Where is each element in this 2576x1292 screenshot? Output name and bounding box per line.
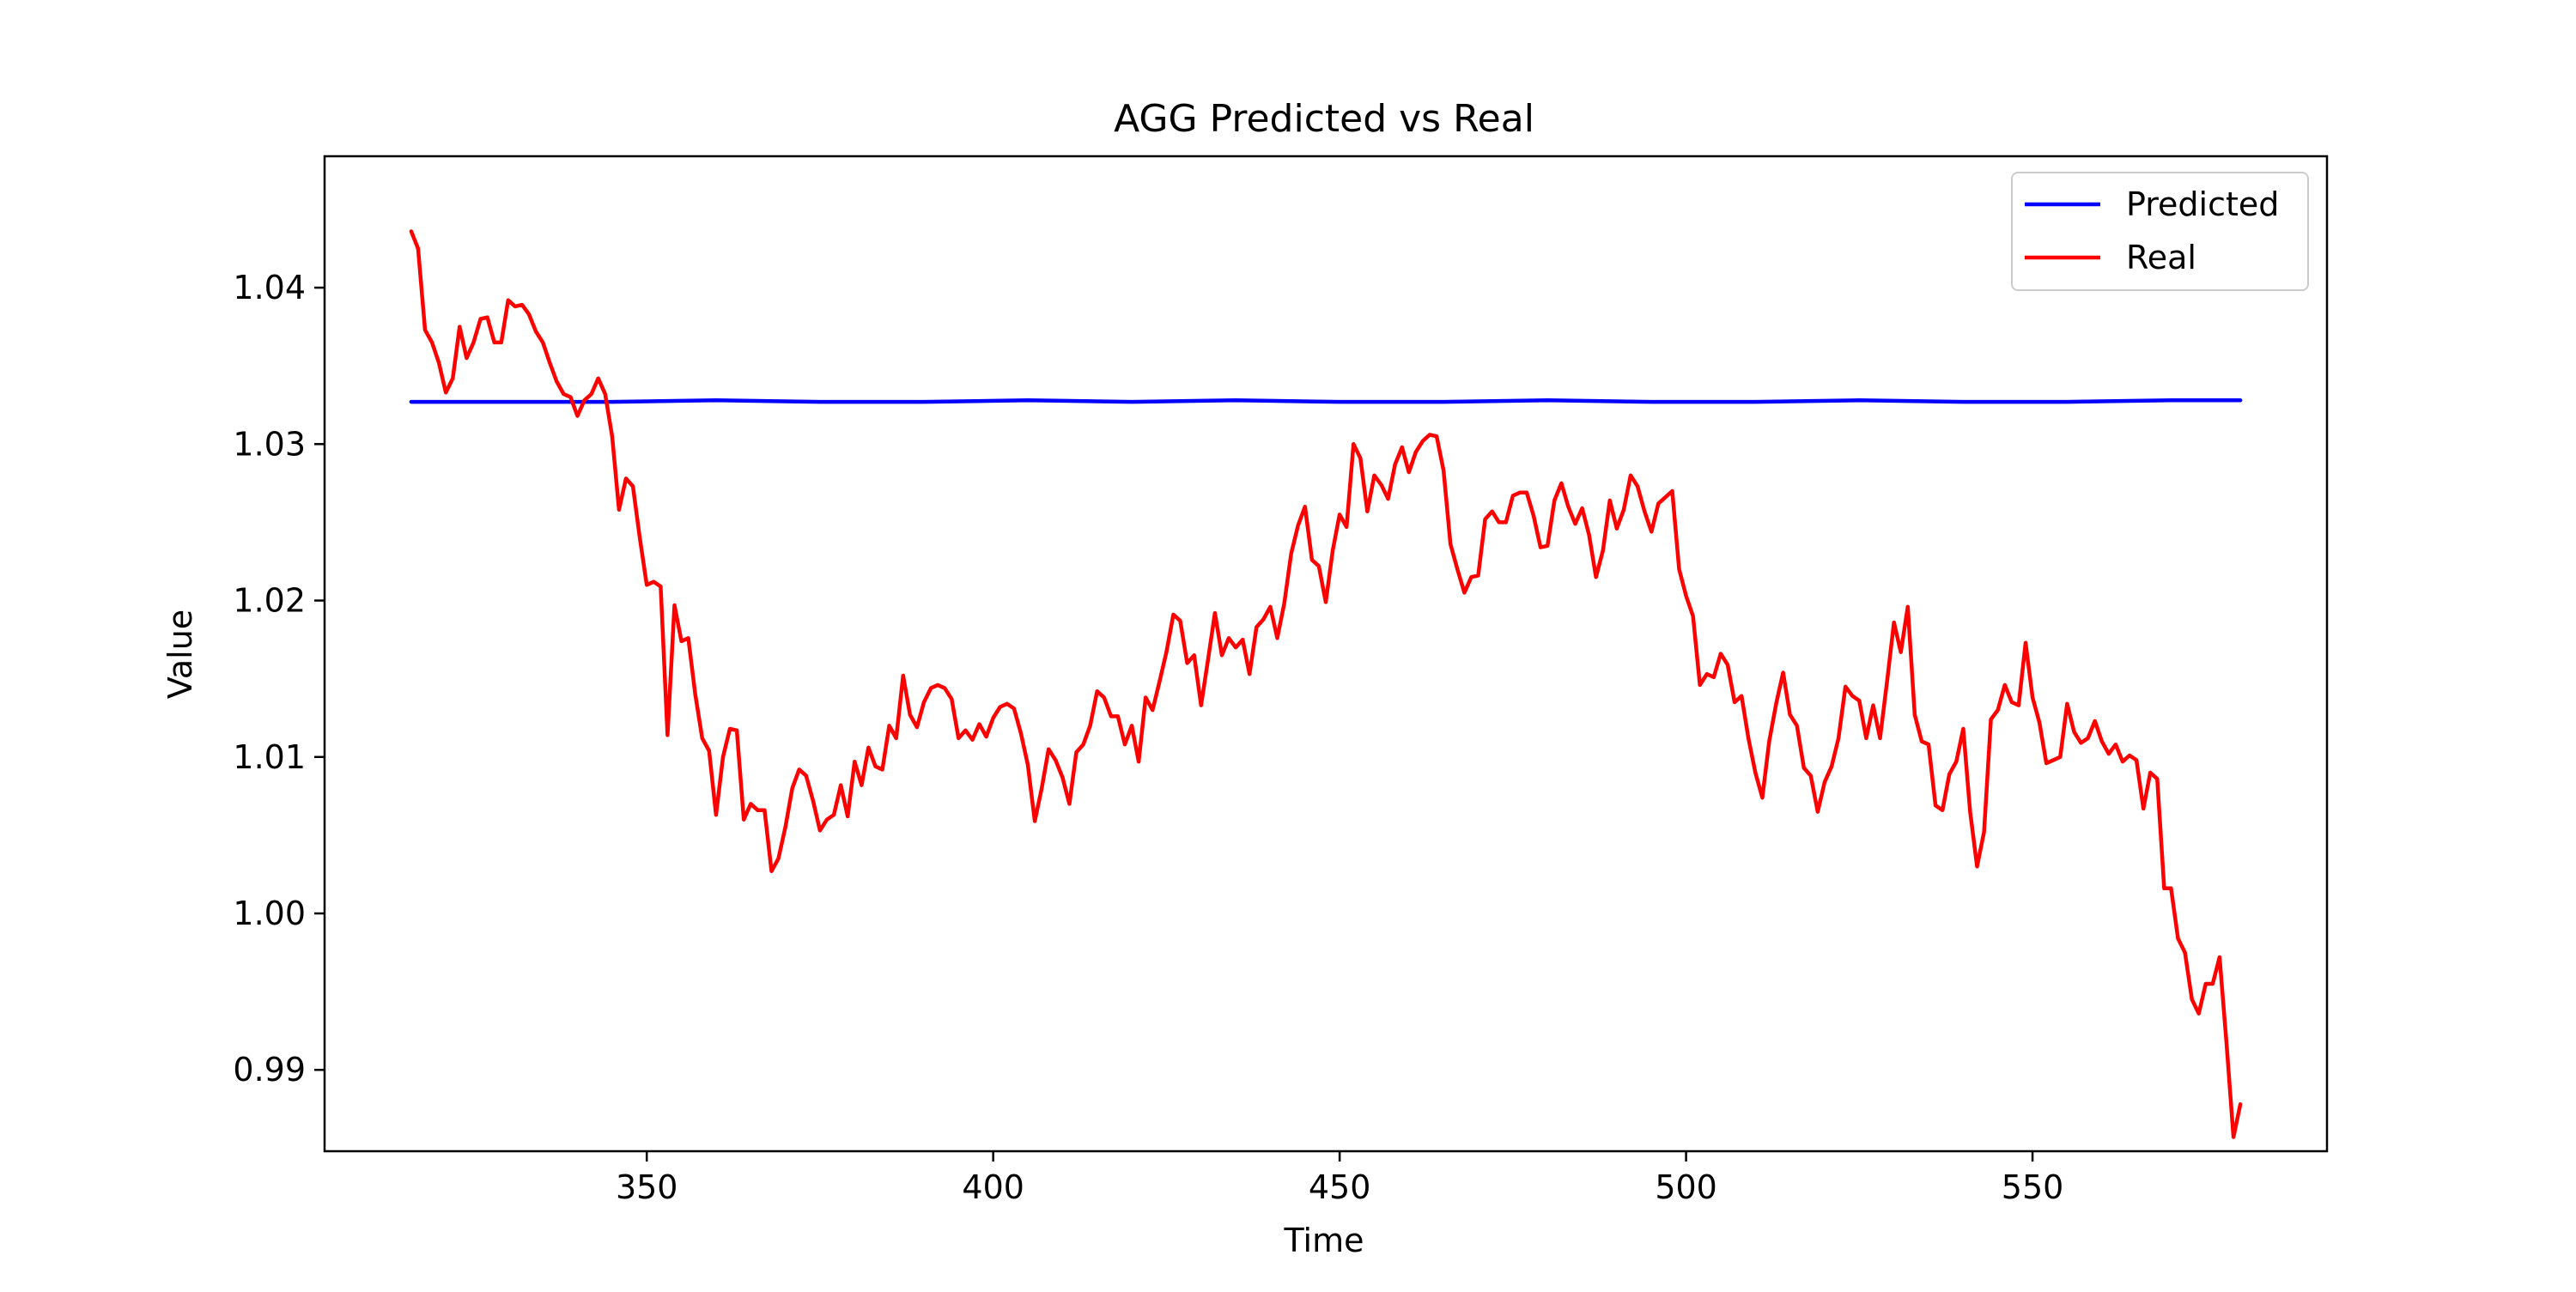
series-layer <box>409 229 2243 1139</box>
y-tick-label: 1.04 <box>233 269 306 306</box>
chart-title: AGG Predicted vs Real <box>1114 97 1534 141</box>
x-tick-label: 450 <box>1309 1168 1371 1206</box>
x-tick-label: 550 <box>2002 1168 2064 1206</box>
y-axis-label: Value <box>161 610 199 699</box>
legend-box <box>2011 172 2309 291</box>
x-tick-label: 350 <box>616 1168 678 1206</box>
legend-label-real: Real <box>2126 239 2196 276</box>
y-tick-label: 1.03 <box>233 425 306 463</box>
x-tick-label: 400 <box>962 1168 1024 1206</box>
y-tick-label: 1.01 <box>233 738 306 776</box>
y-tick-label: 1.00 <box>233 895 306 932</box>
series-line-real <box>409 229 2243 1139</box>
x-axis-label: Time <box>1284 1222 1364 1259</box>
legend: Predicted Real <box>2011 172 2309 291</box>
y-tick-label: 1.02 <box>233 582 306 620</box>
plot-area-frame <box>323 155 2329 1153</box>
x-tick-label: 500 <box>1655 1168 1717 1206</box>
y-tick-label: 0.99 <box>233 1051 306 1089</box>
legend-label-predicted: Predicted <box>2126 185 2279 223</box>
series-line-predicted <box>409 398 2243 404</box>
axis-ticks: 350 400 450 500 550 0.99 1.00 1.01 1.02 1.03 1.04 <box>233 269 2063 1206</box>
